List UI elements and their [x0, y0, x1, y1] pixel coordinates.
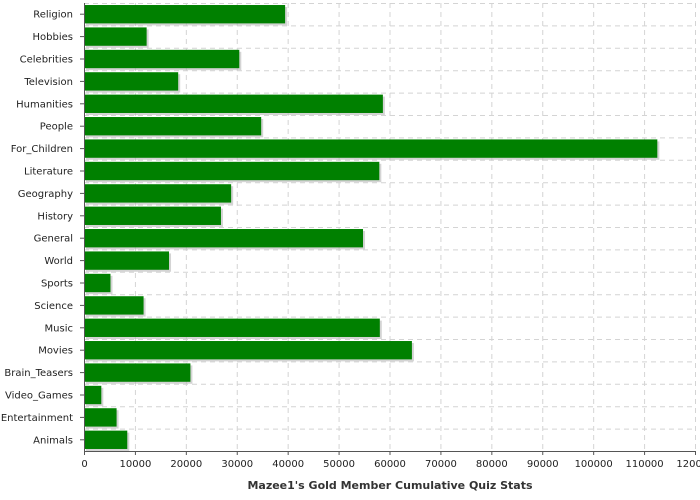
x-tick-label: 90000 [527, 459, 559, 470]
x-tick-label: 110000 [625, 459, 663, 470]
bar-world [84, 251, 170, 270]
category-label: Animals [33, 435, 73, 446]
category-label: World [44, 256, 73, 267]
x-tick-label: 70000 [425, 459, 457, 470]
grid-lines [84, 3, 696, 452]
bar-music [84, 318, 380, 337]
x-tick-label: 0 [81, 459, 87, 470]
x-tick-label: 60000 [374, 459, 406, 470]
bar-science [84, 296, 144, 315]
x-tick-label: 40000 [272, 459, 304, 470]
bar-hobbies [84, 27, 147, 46]
bar-animals [84, 430, 128, 449]
category-label: For_Children [11, 144, 73, 155]
axes [80, 3, 696, 455]
bar-general [84, 229, 364, 248]
x-tick-label: 80000 [476, 459, 508, 470]
x-tick-label: 120000 [676, 459, 700, 470]
category-label: Brain_Teasers [4, 368, 73, 379]
labels: Religion Hobbies Celebrities Television Huma… [1, 10, 700, 470]
category-label: Television [23, 77, 73, 88]
bar-sports [84, 273, 111, 293]
category-label: Movies [38, 346, 73, 357]
category-label: Celebrities [20, 55, 73, 66]
bar-entertainment [84, 408, 117, 427]
bar-television [84, 72, 179, 91]
category-label: People [40, 122, 73, 133]
bars [84, 5, 660, 451]
bar-brain-teasers [84, 363, 191, 382]
category-label: Hobbies [33, 32, 73, 43]
category-label: Humanities [16, 99, 73, 110]
x-axis-title: Mazee1's Gold Member Cumulative Quiz Sta… [247, 479, 533, 492]
bar-geography [84, 184, 232, 203]
x-tick-label: 10000 [120, 459, 152, 470]
category-label: Sports [41, 279, 73, 290]
bar-for-children [84, 139, 658, 158]
bar-humanities [84, 94, 383, 113]
category-label: Video_Games [5, 391, 73, 402]
bar-history [84, 206, 221, 225]
x-tick-label: 100000 [575, 459, 613, 470]
category-label: Entertainment [1, 413, 73, 424]
x-tick-label: 20000 [170, 459, 202, 470]
category-label: Geography [18, 189, 73, 200]
category-label: Literature [24, 167, 73, 178]
bar-celebrities [84, 49, 240, 69]
bar-movies [84, 341, 412, 360]
x-tick-label: 30000 [221, 459, 253, 470]
category-label: Science [34, 301, 73, 312]
category-label: Music [45, 323, 73, 334]
bar-religion [84, 5, 286, 24]
category-label: General [34, 234, 73, 245]
category-label: Religion [33, 10, 73, 21]
category-label: History [37, 211, 73, 222]
bar-people [84, 117, 262, 136]
bar-literature [84, 161, 380, 181]
x-tick-label: 50000 [323, 459, 355, 470]
bar-video-games [84, 385, 102, 405]
